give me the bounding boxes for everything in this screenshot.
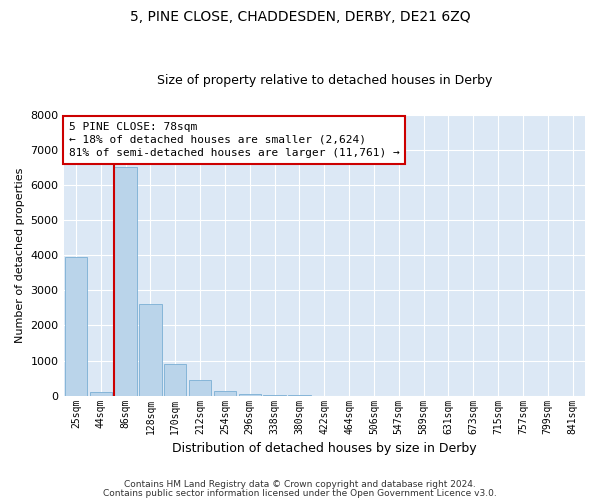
Text: 5, PINE CLOSE, CHADDESDEN, DERBY, DE21 6ZQ: 5, PINE CLOSE, CHADDESDEN, DERBY, DE21 6… <box>130 10 470 24</box>
Bar <box>139 304 161 396</box>
Bar <box>189 380 211 396</box>
Title: Size of property relative to detached houses in Derby: Size of property relative to detached ho… <box>157 74 492 87</box>
Bar <box>214 392 236 396</box>
Bar <box>239 394 261 396</box>
Text: Contains HM Land Registry data © Crown copyright and database right 2024.: Contains HM Land Registry data © Crown c… <box>124 480 476 489</box>
Bar <box>263 395 286 396</box>
Y-axis label: Number of detached properties: Number of detached properties <box>15 168 25 343</box>
X-axis label: Distribution of detached houses by size in Derby: Distribution of detached houses by size … <box>172 442 476 455</box>
Bar <box>65 257 87 396</box>
Bar <box>115 168 137 396</box>
Text: Contains public sector information licensed under the Open Government Licence v3: Contains public sector information licen… <box>103 488 497 498</box>
Text: 5 PINE CLOSE: 78sqm
← 18% of detached houses are smaller (2,624)
81% of semi-det: 5 PINE CLOSE: 78sqm ← 18% of detached ho… <box>69 122 400 158</box>
Bar <box>89 392 112 396</box>
Bar <box>164 364 187 396</box>
